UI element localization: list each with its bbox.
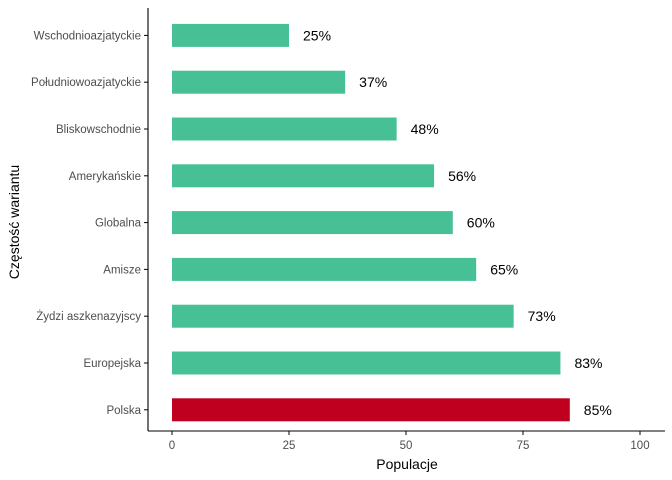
y-tick-label-wschodnioazjatyckie: Wschodnioazjatyckie (34, 30, 141, 42)
data-label-bliskowschodnie: 48% (411, 121, 439, 137)
bar-globalna (172, 211, 453, 235)
y-tick-label-amisze: Amisze (103, 264, 141, 276)
data-labels-layer: 25% 37% 48% 56% 60% 65% 73% 83% 85% (303, 27, 612, 417)
y-tick-label-europejska: Europejska (83, 358, 141, 370)
y-tick-label-amerykanskie: Amerykańskie (69, 171, 141, 183)
x-tick-label-75: 75 (517, 440, 530, 452)
bar-amisze (172, 257, 477, 281)
x-tick-label-0: 0 (169, 440, 175, 452)
bars-layer (172, 23, 570, 422)
y-tick-label-poludniowoazjatyckie: Południowoazjatyckie (31, 77, 141, 89)
y-tick-label-globalna: Globalna (95, 218, 142, 230)
bar-europejska (172, 351, 561, 375)
bar-amerykanskie (172, 164, 435, 188)
y-tick-label-polska: Polska (106, 405, 141, 417)
data-label-zydzi-aszkenazyjscy: 73% (528, 308, 556, 324)
data-label-polska: 85% (584, 402, 612, 418)
x-tick-label-100: 100 (630, 440, 649, 452)
x-tick-label-25: 25 (283, 440, 296, 452)
data-label-globalna: 60% (467, 215, 495, 231)
bar-bliskowschodnie (172, 117, 397, 141)
y-axis: Wschodnioazjatyckie Południowoazjatyckie B… (31, 8, 149, 431)
data-label-amisze: 65% (490, 261, 518, 277)
bar-wschodnioazjatyckie (172, 23, 289, 47)
x-axis-title: Populacje (376, 456, 438, 472)
x-tick-label-50: 50 (400, 440, 413, 452)
data-label-amerykanskie: 56% (448, 168, 476, 184)
x-axis: 0 25 50 75 100 (148, 430, 665, 452)
data-label-wschodnioazjatyckie: 25% (303, 27, 331, 43)
bar-polska (172, 398, 570, 422)
data-label-europejska: 83% (574, 355, 602, 371)
y-tick-label-bliskowschodnie: Bliskowschodnie (56, 124, 141, 136)
y-axis-title: Częstość wariantu (6, 165, 22, 279)
bar-zydzi-aszkenazyjscy (172, 304, 514, 328)
bar-poludniowoazjatyckie (172, 70, 346, 94)
data-label-poludniowoazjatyckie: 37% (359, 74, 387, 90)
y-tick-label-zydzi-aszkenazyjscy: Żydzi aszkenazyjscy (36, 310, 141, 323)
